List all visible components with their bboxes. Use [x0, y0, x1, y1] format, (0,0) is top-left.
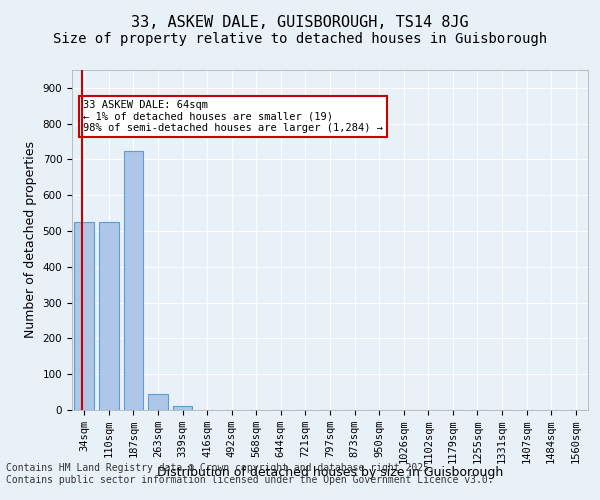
Bar	[74, 222, 94, 410]
Bar	[124, 150, 143, 410]
Y-axis label: Number of detached properties: Number of detached properties	[24, 142, 37, 338]
Text: Size of property relative to detached houses in Guisborough: Size of property relative to detached ho…	[53, 32, 547, 46]
Text: 33 ASKEW DALE: 64sqm
← 1% of detached houses are smaller (19)
98% of semi-detach: 33 ASKEW DALE: 64sqm ← 1% of detached ho…	[83, 100, 383, 133]
Bar	[99, 222, 119, 410]
Text: 33, ASKEW DALE, GUISBOROUGH, TS14 8JG: 33, ASKEW DALE, GUISBOROUGH, TS14 8JG	[131, 15, 469, 30]
Text: Contains HM Land Registry data © Crown copyright and database right 2025.
Contai: Contains HM Land Registry data © Crown c…	[6, 464, 494, 485]
Bar	[173, 406, 193, 410]
X-axis label: Distribution of detached houses by size in Guisborough: Distribution of detached houses by size …	[157, 466, 503, 479]
Bar	[148, 394, 168, 410]
